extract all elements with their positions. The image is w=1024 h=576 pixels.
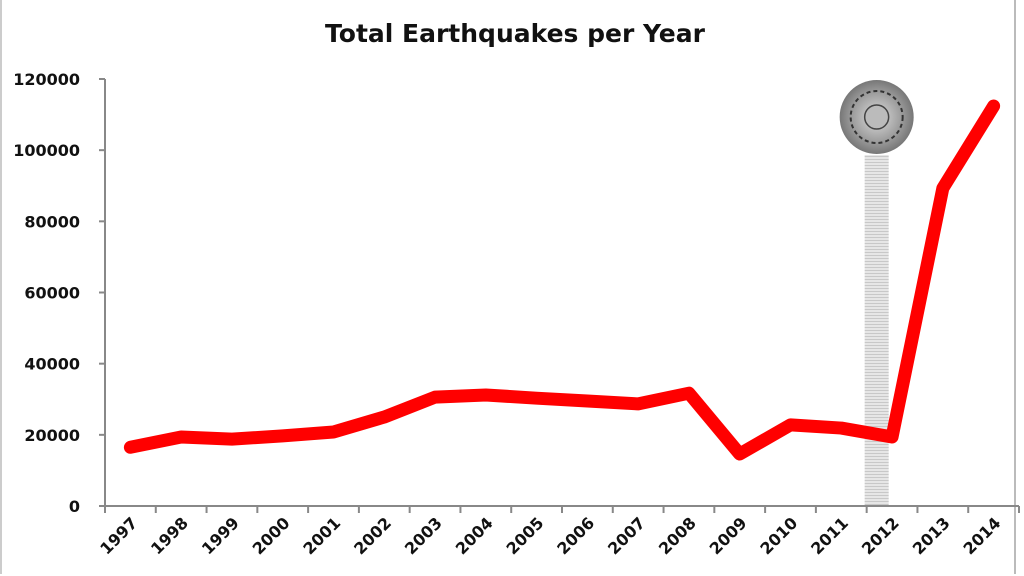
y-tick-label: 20000	[24, 426, 80, 445]
data-point	[180, 435, 183, 438]
x-tick-label: 2012	[858, 513, 903, 558]
y-tick-label: 40000	[24, 355, 80, 374]
x-tick-label: 2003	[401, 513, 446, 558]
data-point	[738, 453, 741, 456]
x-tick-labels: 1997 1998 1999 2000 2001 2002 2003 2004 2005 2006…	[96, 513, 1004, 558]
axes	[99, 78, 1020, 513]
data-point	[941, 187, 944, 190]
x-tick-label: 1998	[147, 513, 192, 558]
x-tick-label: 2006	[553, 513, 598, 558]
x-tick-label: 2000	[249, 513, 294, 558]
data-point	[992, 105, 995, 108]
y-tick-label: 0	[69, 497, 80, 516]
x-tick-label: 2011	[807, 513, 852, 558]
x-tick-label: 2009	[706, 513, 751, 558]
data-point	[484, 393, 487, 396]
data-point	[129, 446, 132, 449]
y-tick-label: 100000	[13, 141, 80, 160]
calendar-stone-center	[863, 104, 890, 130]
data-point	[789, 423, 792, 426]
data-point	[535, 397, 538, 400]
data-point	[281, 434, 284, 437]
y-tick-label: 60000	[24, 284, 80, 303]
x-tick-label: 2013	[909, 513, 954, 558]
y-tick-labels: 0 20000 40000 60000 80000 100000 120000	[13, 70, 80, 516]
y-tick-label: 120000	[13, 70, 80, 89]
x-tick-label: 2001	[299, 513, 344, 558]
y-tick-label: 80000	[24, 212, 80, 231]
series-line-path	[123, 99, 1001, 461]
data-point	[687, 392, 690, 395]
series-line	[123, 99, 1001, 461]
x-tick-label: 2005	[503, 513, 548, 558]
data-point	[891, 435, 894, 438]
highlight-bar	[864, 155, 889, 506]
x-tick-label: 2014	[960, 513, 1005, 558]
data-point	[383, 416, 386, 419]
x-tick-label: 2004	[452, 513, 497, 558]
data-point	[840, 427, 843, 430]
data-point	[230, 438, 233, 441]
x-tick-label: 2008	[655, 513, 700, 558]
highlight-band-2012	[839, 80, 914, 506]
x-tick-label: 2010	[756, 513, 801, 558]
x-tick-label: 2007	[604, 513, 649, 558]
calendar-stone-ring	[849, 90, 904, 144]
chart-title: Total Earthquakes per Year	[325, 19, 706, 48]
data-point	[434, 396, 437, 399]
x-tick-label: 1997	[96, 513, 141, 558]
data-point	[332, 430, 335, 433]
data-point	[637, 402, 640, 405]
x-tick-label: 2002	[350, 513, 395, 558]
data-point	[586, 400, 589, 403]
x-tick-label: 1999	[198, 513, 243, 558]
